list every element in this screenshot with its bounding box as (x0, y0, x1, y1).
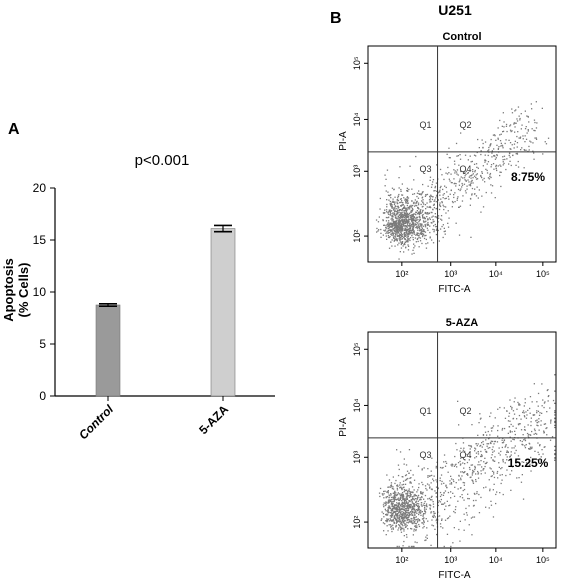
panel-a-label: A (8, 121, 20, 138)
panel-b-label: B (330, 10, 342, 27)
quadrant-label-3: Q4 (460, 164, 472, 174)
y-tick-label-1: 10³ (352, 451, 362, 464)
x-tick-label-2: 10⁴ (489, 555, 503, 565)
x-tick-label-1: 10³ (444, 269, 457, 279)
flow-plot-5aza: 5-AZA Q1 Q2 Q3 Q4 15.25% 10² 10³ 10⁴ 10⁵ 10² 10³ 10⁴… (338, 317, 557, 581)
quadrant-label-0: Q1 (420, 120, 432, 130)
y-axis-label-line2: (% Cells) (16, 263, 31, 318)
y-tick-label-3: 10⁵ (352, 342, 362, 356)
quadrant-label-2: Q3 (420, 450, 432, 460)
plot-title: 5-AZA (446, 317, 478, 329)
y-tick-label-2: 10⁴ (352, 112, 362, 126)
x-tick-label-3: 10⁵ (536, 269, 550, 279)
y-tick-label-3: 15 (33, 233, 47, 247)
cell-line-title: U251 (438, 2, 472, 18)
bar-0 (95, 304, 121, 397)
x-axis-label: FITC-A (438, 570, 471, 581)
x-tick-label-1: 10³ (444, 555, 457, 565)
q4-percentage: 8.75% (511, 170, 545, 184)
quadrant-label-3: Q4 (460, 450, 472, 460)
x-axis-label: FITC-A (438, 284, 471, 295)
y-tick-label-3: 10⁵ (352, 56, 362, 70)
y-tick-label-1: 5 (39, 337, 46, 351)
y-tick-label-0: 10² (352, 516, 362, 529)
x-tick-label-0: Control (76, 402, 117, 443)
x-tick-label-0: 10² (395, 269, 408, 279)
scatter-points (375, 101, 550, 260)
x-tick-label-1: 5-AZA (196, 402, 231, 437)
plot-frame (367, 45, 557, 263)
y-tick-label-0: 10² (352, 230, 362, 243)
x-tick-label-3: 10⁵ (536, 555, 550, 565)
x-tick-label-0: 10² (395, 555, 408, 565)
y-axis-label: PI-A (338, 131, 349, 151)
bar-chart: 0 5 10 15 20 Control 5-AZA (33, 181, 275, 442)
y-axis-label: PI-A (338, 417, 349, 437)
y-tick-label-2: 10 (33, 285, 47, 299)
flow-plot-control: Control Q1 Q2 Q3 Q4 8.75% 10² 10³ 10⁴ 10⁵ 10² 10³ 10… (338, 31, 557, 295)
pvalue-annotation: p<0.001 (135, 152, 190, 169)
bar-1 (210, 228, 236, 397)
y-tick-label-2: 10⁴ (352, 398, 362, 412)
plot-frame (367, 331, 557, 549)
y-tick-label-0: 0 (39, 389, 46, 403)
quadrant-label-0: Q1 (420, 406, 432, 416)
y-tick-label-1: 10³ (352, 165, 362, 178)
x-tick-label-2: 10⁴ (489, 269, 503, 279)
q4-percentage: 15.25% (508, 456, 549, 470)
quadrant-label-2: Q3 (420, 164, 432, 174)
y-tick-label-4: 20 (33, 181, 47, 195)
quadrant-label-1: Q2 (460, 120, 472, 130)
plot-title: Control (442, 31, 481, 43)
y-axis-label-line1: Apoptosis (1, 258, 16, 322)
quadrant-label-1: Q2 (460, 406, 472, 416)
